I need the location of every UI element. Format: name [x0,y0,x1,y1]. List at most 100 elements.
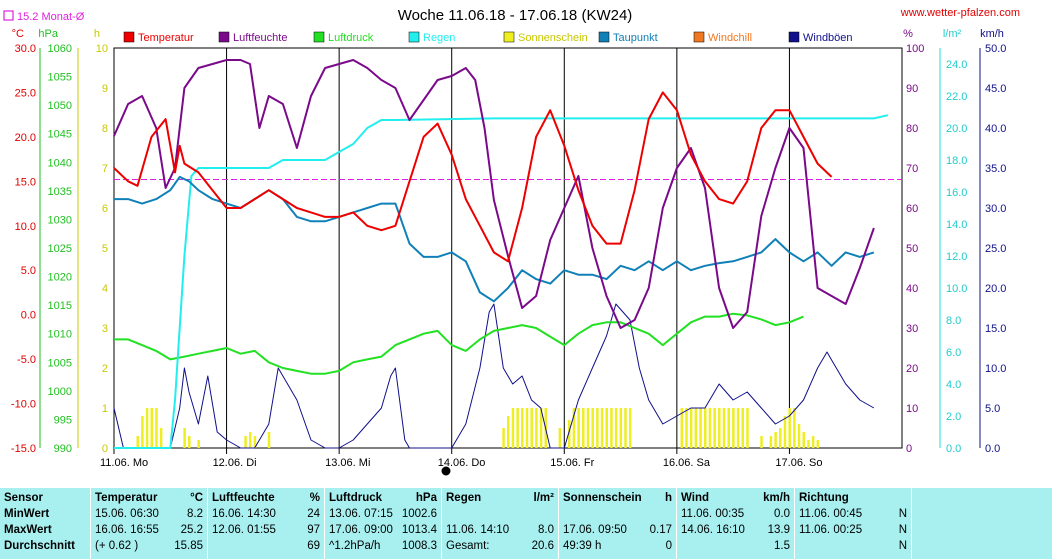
pressure_hpa-tick-label: 1025 [48,243,72,255]
hum-avg-value: 69 [307,540,320,552]
legend-swatch [693,31,705,43]
rain-tick-label: 10.0 [946,283,967,295]
stats-col-temperature: Temperatur °C 15.06. 06:30 8.2 16.06. 16:5… [91,488,207,559]
sun-total-hours: 49:39 h [563,540,602,552]
press-min-value: 1002.6 [401,508,437,520]
wind-tick-label: 35.0 [985,163,1006,175]
sunshine-bar [600,408,604,448]
temp_c-tick-label: 30.0 [15,43,36,55]
legend-label: Sonnenschein [518,32,588,44]
sunshine-bar [159,428,163,448]
sunshine-bar [141,416,144,448]
stats-header-sensor: Sensor [4,492,43,504]
sun_h-tick-label: 4 [102,283,108,295]
sun-avg-value: 0 [665,540,672,552]
humidity-tick-label: 80 [906,123,918,135]
sunshine-bar [539,408,543,448]
humidity-tick-label: 30 [906,323,918,335]
sunshine-bar [741,408,745,448]
sun_h-tick-label: 10 [96,43,108,55]
sunshine-bar [811,436,815,448]
sunshine-bar [502,428,505,448]
sunshine-bar [521,408,524,448]
legend-label: Luftfeuchte [233,32,287,44]
press-max-time: 17.06. 09:00 [329,524,393,536]
rain-tick-label: 2.0 [946,411,961,423]
row-label-avg: Durchschnitt [4,540,75,552]
temp_c-tick-label: 15.0 [15,176,36,188]
weekly-weather-chart: Woche 11.06.18 - 17.06.18 (KW24) www.wet… [3,7,1020,476]
temp_c-tick-label: 20.0 [15,132,36,144]
humidity-tick-label: 100 [906,43,924,55]
sunshine-bar [793,408,796,448]
sunshine-bar [244,436,247,448]
sunshine-bar [183,428,186,448]
wind-max-value: 13.9 [767,524,790,536]
sunshine-bar [614,408,618,448]
temp_c-tick-label: -15.0 [11,443,36,455]
legend-label: Windchill [708,32,752,44]
stats-unit-temp: °C [190,492,203,504]
sunshine-bar [596,408,599,448]
dir-min-time: 11.06. 00:45 [799,508,863,520]
rain-tick-label: 20.0 [946,123,967,135]
pressure_hpa-tick-label: 1050 [48,100,72,112]
sun-max-time: 17.06. 09:50 [563,524,627,536]
sunshine-bar [525,408,529,448]
sunshine-bar [797,424,801,448]
x-tick-label: 12.06. Di [213,457,257,469]
press-max-value: 1013.4 [401,524,437,536]
sunshine-bar [802,432,805,448]
wind-max-time: 14.06. 16:10 [681,524,745,536]
press-min-time: 13.06. 07:15 [329,508,393,520]
stats-col-sensor: Sensor MinWert MaxWert Durchschnitt [0,488,90,559]
sunshine-bar [769,436,773,448]
rain-tick-label: 6.0 [946,347,961,359]
press-avg-value: 1008.3 [401,540,437,552]
temp-trend: (+ 0.62 ) [95,540,139,552]
stats-unit-rain: l/m² [533,492,554,504]
wind-tick-label: 10.0 [985,363,1006,375]
sunshine-bar [249,432,252,448]
rain-tick-label: 0.0 [946,443,961,455]
legend-label: Luftdruck [328,32,374,44]
sunshine-bar [582,408,585,448]
sunshine-bar [605,408,608,448]
wind-tick-label: 45.0 [985,83,1006,95]
rain-tick-label: 22.0 [946,91,967,103]
pressure_hpa-tick-label: 995 [54,414,72,426]
humidity-tick-label: 50 [906,243,918,255]
pressure_hpa-tick-label: 1030 [48,214,72,226]
stats-unit-hum: % [309,492,320,504]
sunshine-bar [746,408,749,448]
sunshine-bar [558,428,562,448]
temp_c-tick-label: 5.0 [21,265,36,277]
moon-phase-icon [441,466,451,476]
sunshine-bar [511,408,515,448]
site-link[interactable]: www.wetter-pfalzen.com [900,7,1020,19]
series-line-regen [114,114,889,449]
legend-label: Taupunkt [613,32,658,44]
sunshine-bar [145,408,149,448]
sunshine-bar [807,440,810,448]
temp-avg-value: 15.85 [174,540,203,552]
press-trend: ^1.2hPa/h [329,540,381,552]
series-line-windböen [113,303,875,449]
sunshine-bar [783,416,787,448]
stats-col-humidity: Luftfeuchte% 16.06. 14:30 24 12.06. 01:55… [208,488,324,559]
x-tick-label: 15.06. Fr [550,457,594,469]
wind-tick-label: 30.0 [985,203,1006,215]
stats-header-sun: Sonnenschein [563,492,642,504]
legend-swatch [788,31,800,43]
sunshine-bar [628,408,632,448]
wind-axis-label: km/h [980,28,1004,40]
sunshine-bar [689,408,693,448]
row-label-min: MinWert [4,508,50,520]
temp_c-tick-label: -10.0 [11,399,36,411]
sunshine-bar [774,432,777,448]
wind-tick-label: 50.0 [985,43,1006,55]
x-tick-label: 11.06. Mo [100,457,148,469]
rain-tick-label: 8.0 [946,315,961,327]
temp-min-time: 15.06. 06:30 [95,508,159,520]
